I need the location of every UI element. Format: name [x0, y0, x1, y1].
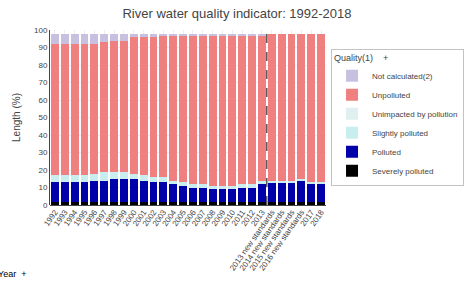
- svg-text:1994: 1994: [62, 208, 80, 228]
- svg-text:2008: 2008: [200, 208, 218, 228]
- svg-text:2013: 2013: [249, 208, 267, 228]
- svg-text:Unpolluted: Unpolluted: [372, 91, 410, 100]
- svg-text:2012: 2012: [239, 208, 257, 228]
- svg-text:1998: 1998: [101, 208, 119, 228]
- svg-text:1997: 1997: [92, 208, 110, 228]
- svg-text:2005: 2005: [170, 208, 188, 228]
- svg-text:40: 40: [38, 131, 47, 140]
- svg-text:1995: 1995: [72, 208, 90, 228]
- svg-text:80: 80: [38, 61, 47, 70]
- svg-text:30: 30: [38, 148, 47, 157]
- svg-text:1993: 1993: [52, 208, 70, 228]
- svg-text:60: 60: [38, 96, 47, 105]
- svg-text:70: 70: [38, 78, 47, 87]
- svg-text:2015 new standards: 2015 new standards: [248, 208, 297, 272]
- svg-text:2010: 2010: [220, 208, 238, 228]
- svg-text:River water quality indicator:: River water quality indicator: 1992-2018: [122, 6, 351, 21]
- svg-text:20: 20: [38, 166, 47, 175]
- svg-text:90: 90: [38, 43, 47, 52]
- svg-text:50: 50: [38, 113, 47, 122]
- svg-text:2006: 2006: [180, 208, 198, 228]
- svg-text:1996: 1996: [82, 208, 100, 228]
- svg-text:2017: 2017: [299, 208, 317, 228]
- svg-text:Not calculated(2): Not calculated(2): [372, 72, 433, 81]
- svg-text:Quality(1) +: Quality(1) +: [334, 53, 388, 63]
- svg-text:2013 new standards: 2013 new standards: [228, 208, 277, 272]
- svg-text:10: 10: [38, 183, 47, 192]
- svg-text:Slightly polluted: Slightly polluted: [372, 129, 428, 138]
- svg-text:2002: 2002: [141, 208, 159, 228]
- svg-text:100: 100: [34, 26, 48, 35]
- svg-text:Severely polluted: Severely polluted: [372, 167, 433, 176]
- svg-text:Unimpacted by pollution: Unimpacted by pollution: [372, 110, 457, 119]
- svg-text:Year +: Year +: [0, 269, 26, 279]
- svg-text:Polluted: Polluted: [372, 148, 401, 157]
- svg-text:2007: 2007: [190, 208, 208, 228]
- svg-text:2003: 2003: [151, 208, 169, 228]
- svg-text:2014 new standards: 2014 new standards: [238, 208, 287, 272]
- svg-text:1992: 1992: [42, 208, 60, 228]
- svg-text:2018: 2018: [308, 208, 326, 228]
- svg-text:0: 0: [43, 201, 48, 210]
- svg-text:2011: 2011: [230, 208, 248, 228]
- svg-text:2000: 2000: [121, 208, 139, 228]
- svg-text:Length (%): Length (%): [11, 93, 22, 142]
- svg-text:2016 new standards: 2016 new standards: [258, 208, 307, 272]
- svg-text:1999: 1999: [111, 208, 129, 228]
- svg-text:2004: 2004: [161, 208, 179, 228]
- svg-text:2009: 2009: [210, 208, 228, 228]
- svg-text:2001: 2001: [131, 208, 149, 228]
